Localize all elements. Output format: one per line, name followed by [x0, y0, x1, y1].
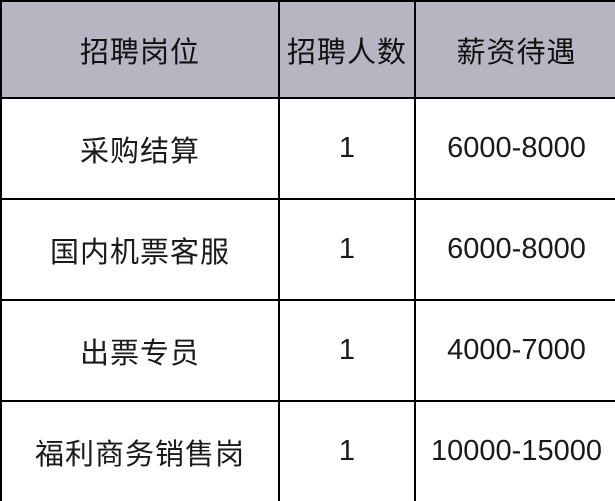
row-salary-cell: 10000-15000 [416, 402, 615, 501]
row-salary-cell: 6000-8000 [416, 99, 615, 198]
header-cell-position: 招聘岗位 [2, 2, 278, 97]
row-salary-cell: 6000-8000 [416, 200, 615, 299]
row-position-cell: 福利商务销售岗 [2, 402, 278, 501]
row-position-cell: 国内机票客服 [2, 200, 278, 299]
row-headcount-cell: 1 [280, 301, 414, 400]
row-headcount-cell: 1 [280, 402, 414, 501]
row-headcount-cell: 1 [280, 99, 414, 198]
row-salary-cell: 4000-7000 [416, 301, 615, 400]
row-position-cell: 采购结算 [2, 99, 278, 198]
row-position-cell: 出票专员 [2, 301, 278, 400]
header-cell-headcount: 招聘人数 [280, 2, 414, 97]
row-headcount-cell: 1 [280, 200, 414, 299]
header-cell-salary: 薪资待遇 [416, 2, 615, 97]
